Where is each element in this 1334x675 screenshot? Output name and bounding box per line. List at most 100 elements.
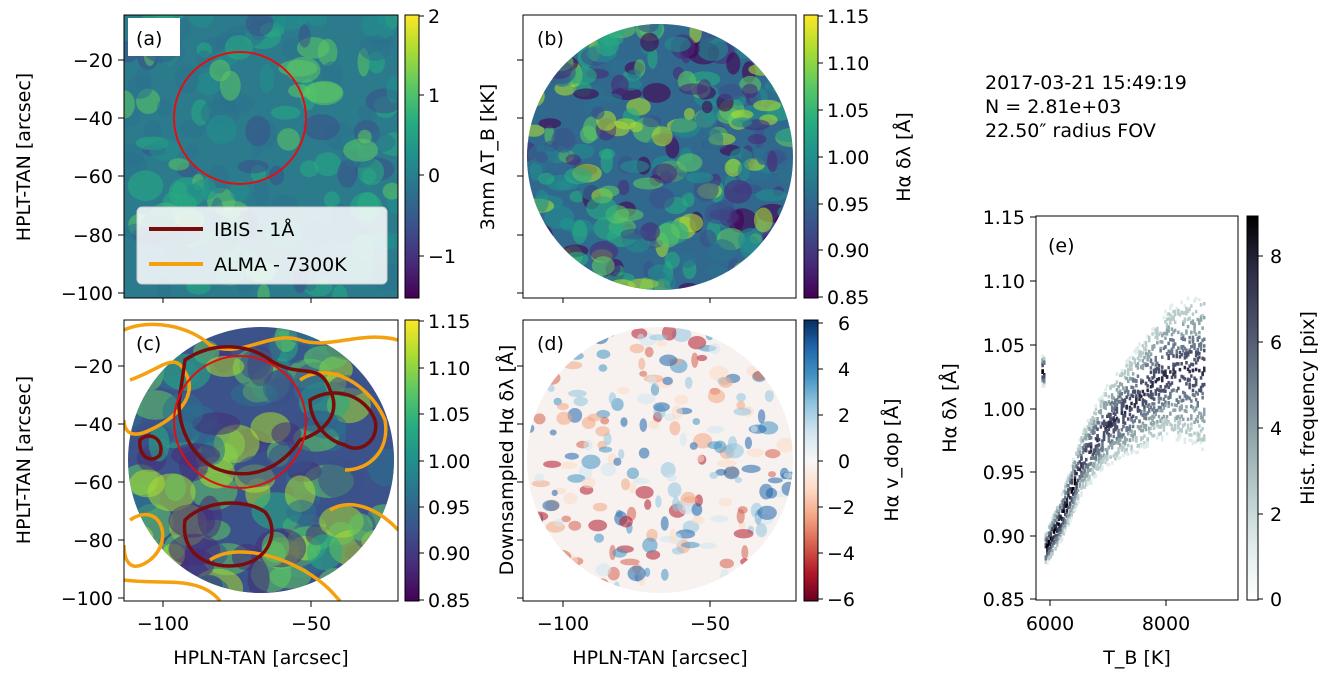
histogram-cell <box>1075 492 1078 496</box>
histogram-cell <box>1135 394 1138 398</box>
histogram-cell <box>1164 394 1167 399</box>
histogram-cell <box>1067 478 1070 482</box>
heatmap-cell <box>533 413 546 425</box>
histogram-cell <box>1190 330 1193 335</box>
histogram-cell <box>1052 535 1056 539</box>
histogram-cell <box>1194 353 1198 358</box>
histogram-cell <box>1085 437 1088 441</box>
histogram-cell <box>1109 455 1112 459</box>
histogram-cell <box>1112 416 1115 420</box>
histogram-cell <box>1188 428 1191 432</box>
heatmap-cell <box>592 329 609 345</box>
heatmap-cell <box>717 83 744 101</box>
histogram-cell <box>1057 532 1060 537</box>
histogram-cell <box>1165 313 1169 317</box>
histogram-cell <box>1156 329 1159 333</box>
heatmap-cell <box>318 458 365 500</box>
histogram-cell <box>1067 488 1070 492</box>
histogram-cell <box>1122 372 1125 376</box>
histogram-cell <box>1104 447 1107 452</box>
heatmap-cell <box>781 234 793 255</box>
heatmap-cell <box>696 454 705 463</box>
heatmap-cell <box>268 441 314 474</box>
histogram-cell <box>1188 350 1191 354</box>
histogram-cell <box>1060 528 1064 532</box>
histogram-cell <box>1123 436 1127 440</box>
histogram-cell <box>1125 388 1128 393</box>
heatmap-cell <box>168 158 190 171</box>
histogram-cell <box>1177 330 1180 335</box>
histogram-cell <box>1151 422 1154 427</box>
histogram-cell <box>1128 428 1132 432</box>
histogram-cell <box>1110 408 1114 413</box>
histogram-cell <box>1186 351 1190 355</box>
histogram-cell <box>1180 362 1183 366</box>
histogram-cell <box>1138 342 1141 346</box>
heatmap-cell <box>588 519 608 532</box>
histogram-cell <box>1196 347 1199 352</box>
panel-c-xtick: −50 <box>291 613 331 635</box>
histogram-cell <box>1089 429 1093 434</box>
histogram-cell <box>1091 463 1094 467</box>
heatmap-cell <box>535 151 548 163</box>
histogram-cell <box>1075 504 1078 508</box>
histogram-cell <box>1193 431 1196 436</box>
histogram-cell <box>1198 411 1201 415</box>
histogram-cell <box>1146 444 1149 448</box>
heatmap-cell <box>719 558 734 569</box>
histogram-cell <box>1073 497 1077 502</box>
heatmap-cell <box>678 282 700 290</box>
histogram-cell <box>1109 423 1112 427</box>
heatmap-cell <box>569 66 597 85</box>
histogram-cell <box>1177 420 1180 424</box>
histogram-cell <box>1086 425 1090 429</box>
histogram-cell <box>1127 417 1130 421</box>
histogram-cell <box>1135 416 1138 420</box>
heatmap-cell <box>676 153 703 172</box>
histogram-cell <box>1110 443 1114 447</box>
histogram-cell <box>1094 447 1098 451</box>
histogram-cell <box>1060 501 1064 506</box>
histogram-cell <box>1088 426 1091 431</box>
panel-a-cbar-tick: 0 <box>428 165 440 187</box>
histogram-cell <box>1161 435 1164 439</box>
heatmap-cell <box>581 477 596 489</box>
histogram-cell <box>1110 441 1114 445</box>
histogram-cell <box>1130 447 1133 451</box>
histogram-cell <box>1114 424 1117 429</box>
heatmap-cell <box>783 510 793 519</box>
histogram-cell <box>1052 539 1056 544</box>
histogram-cell <box>1107 400 1111 404</box>
histogram-cell <box>1177 423 1180 428</box>
histogram-cell <box>1060 530 1064 534</box>
histogram-cell <box>1089 461 1093 466</box>
histogram-cell <box>1159 396 1162 401</box>
heatmap-cell <box>649 187 675 209</box>
heatmap-cell <box>771 379 786 395</box>
heatmap-cell <box>534 473 545 483</box>
histogram-cell <box>1146 358 1149 362</box>
histogram-cell <box>1198 424 1201 428</box>
heatmap-cell <box>640 32 659 52</box>
histogram-cell <box>1043 375 1046 379</box>
histogram-cell <box>1194 380 1198 384</box>
heatmap-cell <box>303 114 340 141</box>
histogram-cell <box>1203 434 1206 438</box>
heatmap-cell <box>642 115 662 128</box>
heatmap-cell <box>741 545 749 560</box>
histogram-cell <box>1141 363 1145 368</box>
histogram-cell <box>1161 402 1164 406</box>
histogram-cell <box>1199 347 1203 351</box>
histogram-cell <box>1091 452 1094 457</box>
heatmap-cell <box>527 86 545 107</box>
heatmap-cell <box>527 392 537 399</box>
histogram-cell <box>1165 352 1169 356</box>
histogram-cell <box>1080 493 1083 498</box>
histogram-cell <box>1177 311 1180 316</box>
heatmap-cell <box>230 180 250 202</box>
histogram-cell <box>1151 327 1154 331</box>
heatmap-cell <box>551 549 572 564</box>
histogram-cell <box>1041 369 1044 373</box>
heatmap-cell <box>627 69 641 80</box>
histogram-cell <box>1094 437 1098 441</box>
